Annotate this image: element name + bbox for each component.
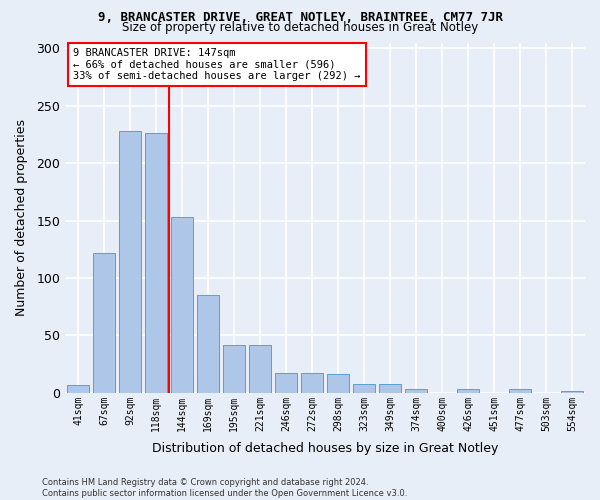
Bar	[93, 252, 115, 393]
Bar	[171, 217, 193, 393]
Y-axis label: Number of detached properties: Number of detached properties	[15, 119, 28, 316]
Bar	[249, 344, 271, 393]
Bar	[353, 384, 375, 393]
Bar	[275, 374, 297, 393]
Text: 9, BRANCASTER DRIVE, GREAT NOTLEY, BRAINTREE, CM77 7JR: 9, BRANCASTER DRIVE, GREAT NOTLEY, BRAIN…	[97, 11, 503, 24]
Text: 9 BRANCASTER DRIVE: 147sqm
← 66% of detached houses are smaller (596)
33% of sem: 9 BRANCASTER DRIVE: 147sqm ← 66% of deta…	[73, 48, 361, 81]
Bar	[509, 390, 531, 393]
Text: Size of property relative to detached houses in Great Notley: Size of property relative to detached ho…	[122, 21, 478, 34]
Bar	[223, 344, 245, 393]
Text: Contains HM Land Registry data © Crown copyright and database right 2024.
Contai: Contains HM Land Registry data © Crown c…	[42, 478, 407, 498]
Bar	[119, 131, 141, 393]
Bar	[67, 385, 89, 393]
Bar	[327, 374, 349, 393]
Bar	[405, 390, 427, 393]
X-axis label: Distribution of detached houses by size in Great Notley: Distribution of detached houses by size …	[152, 442, 498, 455]
Bar	[145, 133, 167, 393]
Bar	[457, 390, 479, 393]
Bar	[379, 384, 401, 393]
Bar	[197, 295, 219, 393]
Bar	[301, 374, 323, 393]
Bar	[561, 390, 583, 393]
